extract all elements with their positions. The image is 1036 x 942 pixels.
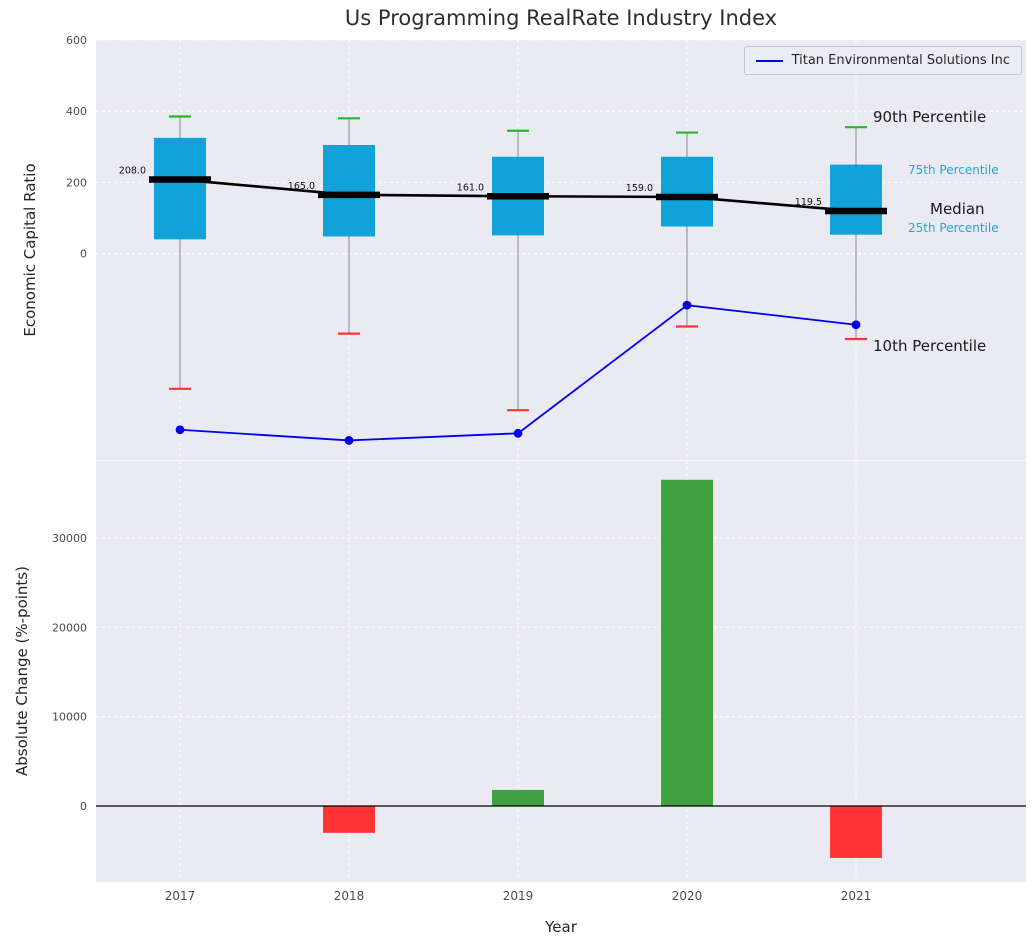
annotation-75th-percentile: 75th Percentile (908, 163, 999, 177)
top-y-tick-label: 400 (66, 105, 87, 118)
top-y-axis-label: Economic Capital Ratio (21, 163, 39, 337)
titan-series-marker-2021 (851, 320, 861, 330)
bottom-y-tick-label: 0 (80, 800, 87, 813)
bottom-y-tick-label: 10000 (52, 711, 87, 724)
titan-series-marker-2018 (344, 436, 354, 445)
change-bar-2019 (492, 789, 544, 807)
top-y-tick-label: 0 (80, 248, 87, 261)
iqr-box-2018 (323, 145, 375, 237)
titan-series-marker-2020 (682, 300, 692, 310)
x-axis-label: Year (545, 918, 577, 936)
x-tick-label-2017: 2017 (165, 889, 196, 903)
iqr-box-2021 (830, 164, 882, 235)
annotation-90th-percentile: 90th Percentile (873, 108, 987, 126)
legend-label: Titan Environmental Solutions Inc (791, 53, 1010, 68)
titan-series-marker-2019 (513, 428, 523, 438)
bottom-y-tick-label: 20000 (52, 621, 87, 634)
annotation-25th-percentile: 25th Percentile (908, 221, 999, 235)
annotation-median: Median (930, 200, 985, 218)
top-y-tick-label: 600 (66, 34, 87, 47)
legend: Titan Environmental Solutions Inc (743, 46, 1022, 75)
iqr-box-2020 (661, 156, 713, 227)
bottom-y-tick-label: 30000 (52, 532, 87, 545)
iqr-box-2017 (154, 137, 206, 240)
bottom-y-axis-label: Absolute Change (%-points) (13, 566, 31, 776)
x-tick-label-2019: 2019 (503, 889, 534, 903)
x-tick-label-2021: 2021 (841, 889, 872, 903)
annotation-10th-percentile: 10th Percentile (873, 337, 987, 355)
legend-line-sample (755, 59, 783, 62)
median-value-label: 119.5 (795, 197, 822, 208)
median-value-label: 165.0 (288, 181, 315, 192)
change-bar-2021 (830, 806, 882, 858)
top-panel-background (96, 40, 1026, 460)
chart-title: Us Programming RealRate Industry Index (344, 6, 778, 30)
change-bar-2018 (323, 806, 375, 833)
bottom-panel-background (96, 461, 1026, 882)
titan-series-marker-2017 (175, 425, 185, 435)
change-bar-2020 (661, 479, 713, 807)
x-tick-label-2020: 2020 (672, 889, 703, 903)
x-tick-label-2018: 2018 (334, 889, 365, 903)
median-value-label: 208.0 (119, 166, 146, 177)
median-value-label: 159.0 (626, 183, 653, 194)
median-value-label: 161.0 (457, 182, 484, 193)
top-y-tick-label: 200 (66, 176, 87, 189)
